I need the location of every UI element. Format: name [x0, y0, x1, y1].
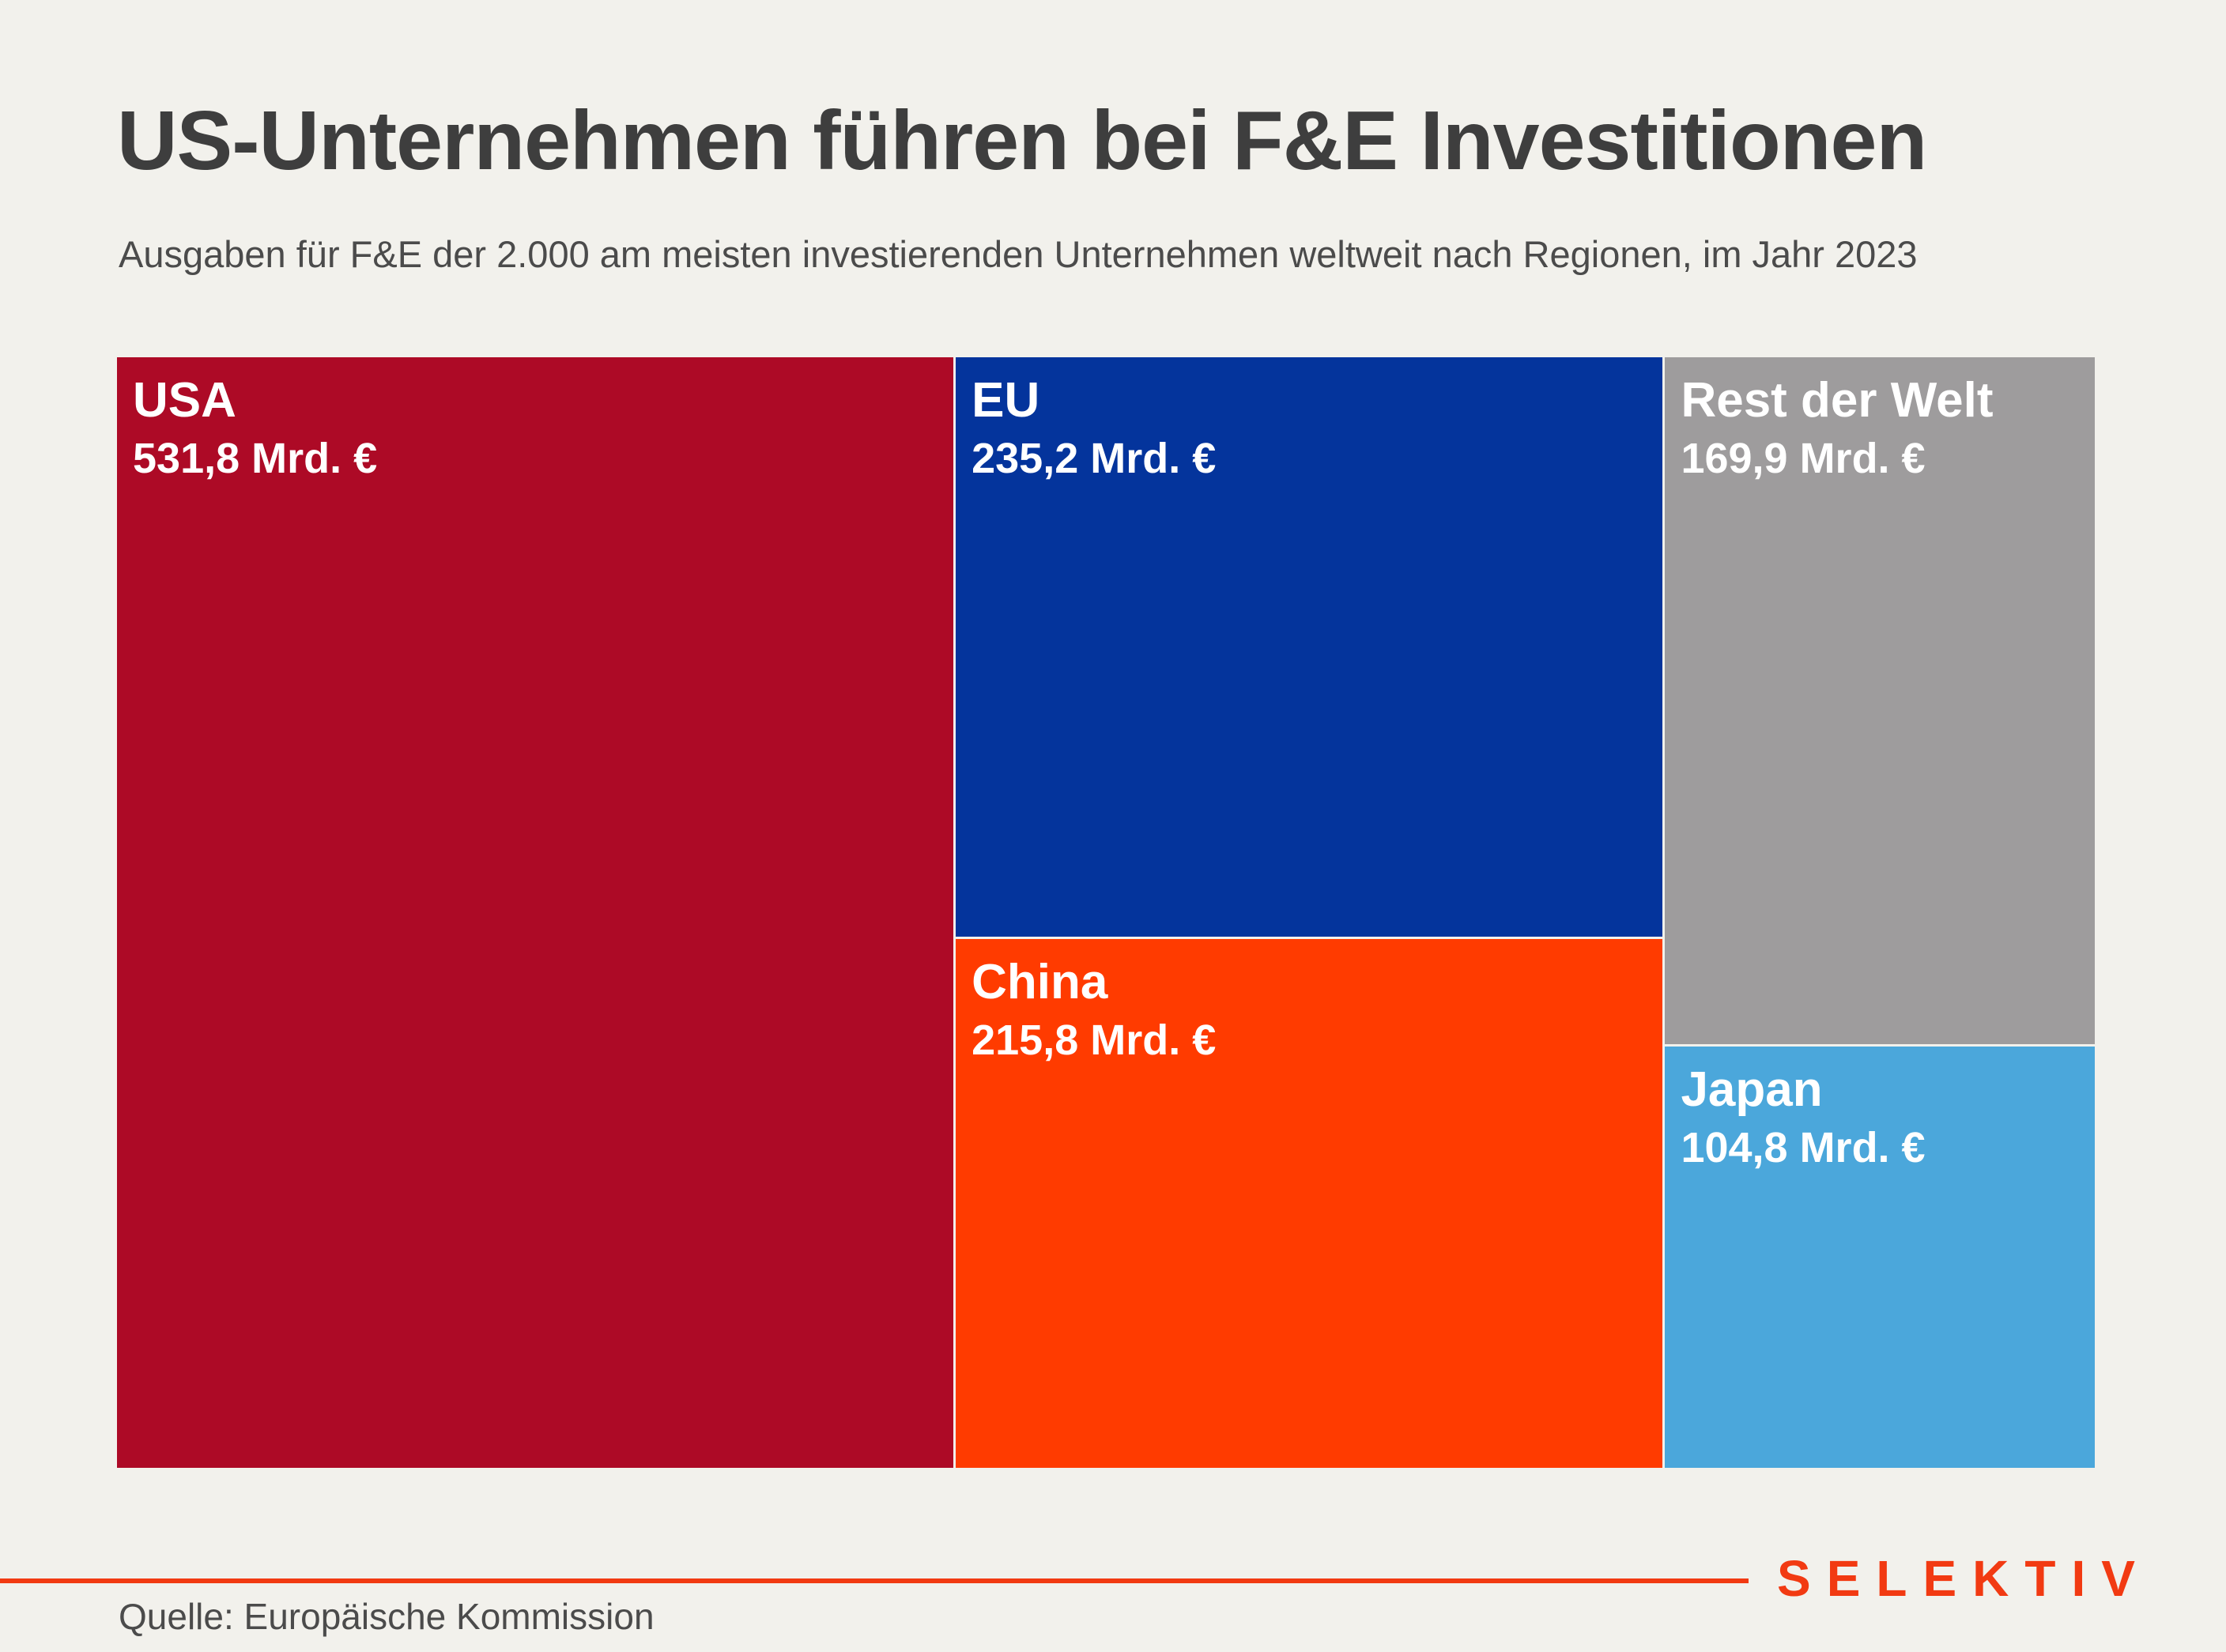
- treemap-tile-usa: USA 531,8 Mrd. €: [117, 357, 954, 1468]
- tile-value-rest-der-welt: 169,9 Mrd. €: [1681, 434, 1926, 482]
- tile-value-china: 215,8 Mrd. €: [972, 1016, 1217, 1064]
- source-attribution: Quelle: Europäische Kommission: [119, 1596, 655, 1637]
- tile-label-japan: Japan: [1681, 1062, 1823, 1117]
- tile-value-usa: 531,8 Mrd. €: [133, 434, 378, 482]
- treemap-tile-china: China 215,8 Mrd. €: [956, 938, 1663, 1468]
- page-subtitle: Ausgaben für F&E der 2.000 am meisten in…: [119, 233, 1918, 275]
- treemap-chart: USA 531,8 Mrd. € EU 235,2 Mrd. € China 2…: [117, 357, 2095, 1468]
- tile-label-eu: EU: [972, 373, 1040, 428]
- treemap-tile-eu: EU 235,2 Mrd. €: [956, 357, 1663, 937]
- tile-label-usa: USA: [133, 373, 236, 428]
- page-title: US-Unternehmen führen bei F&E Investitio…: [117, 94, 1927, 187]
- footer-divider-line: [0, 1578, 1749, 1583]
- tile-label-rest-der-welt: Rest der Welt: [1681, 373, 1994, 428]
- tile-label-china: China: [972, 954, 1108, 1009]
- treemap-tile-japan: Japan 104,8 Mrd. €: [1665, 1046, 2095, 1468]
- brand-logo: SELEKTIV: [1777, 1550, 2151, 1607]
- treemap-tile-rest-der-welt: Rest der Welt 169,9 Mrd. €: [1665, 357, 2095, 1044]
- tile-value-japan: 104,8 Mrd. €: [1681, 1123, 1926, 1171]
- tile-value-eu: 235,2 Mrd. €: [972, 434, 1217, 482]
